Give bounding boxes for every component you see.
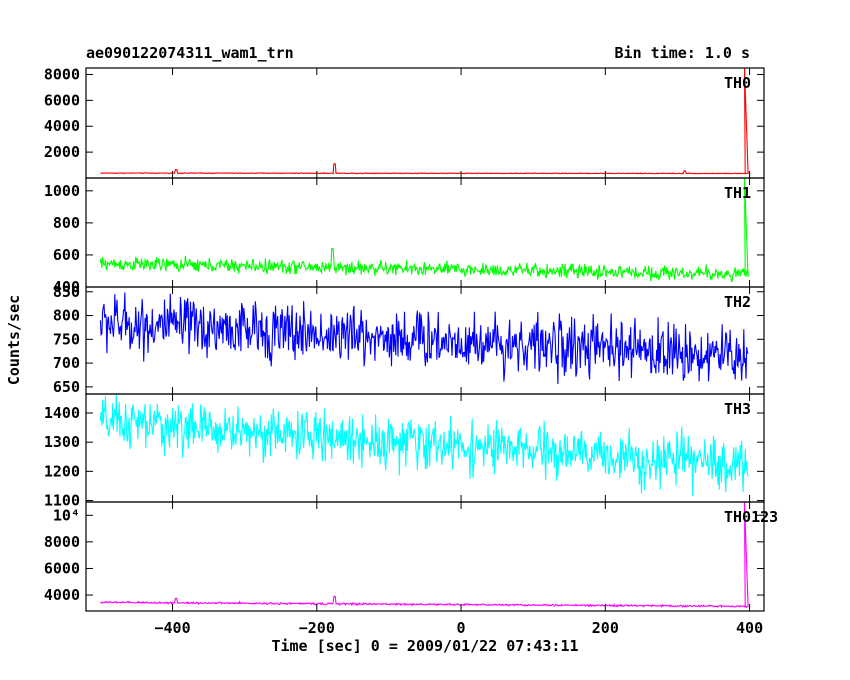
panel-label-th1: TH1 [724,184,751,202]
y-tick-label: 6000 [44,91,80,109]
y-tick-label: 1100 [44,492,80,510]
y-tick-label: 1000 [44,182,80,200]
y-tick-label: 4000 [44,586,80,604]
panel-frame-th0123 [85,501,765,612]
observation-title: ae090122074311_wam1_trn [86,44,294,62]
y-tick-label: 1400 [44,404,80,422]
bin-time-label: Bin time: 1.0 s [614,44,750,62]
series-line-th3 [99,394,749,497]
y-tick-label: 700 [53,354,80,372]
x-tick-label: 400 [736,619,763,637]
y-tick-label: 10⁴ [53,506,80,524]
y-tick-label: 800 [53,214,80,232]
y-tick-label: 2000 [44,143,80,161]
y-tick-label: 750 [53,330,80,348]
y-tick-label: 850 [53,283,80,301]
panel-label-th3: TH3 [724,400,751,418]
panel-label-th0: TH0 [724,74,751,92]
y-tick-label: 8000 [44,65,80,83]
panel-frame-th0 [85,67,765,179]
y-tick-label: 400 [53,278,80,296]
x-tick-label: 200 [592,619,619,637]
series-line-th0123 [100,501,749,609]
y-tick-label: 600 [53,246,80,264]
panel-label-th2: TH2 [724,293,751,311]
y-tick-label: 1300 [44,433,80,451]
x-tick-label: −200 [299,619,335,637]
x-tick-label: −400 [154,619,190,637]
x-axis-title: Time [sec] 0 = 2009/01/22 07:43:11 [271,637,579,655]
x-tick-label: 0 [457,619,466,637]
y-tick-label: 800 [53,307,80,325]
y-tick-label: 8000 [44,533,80,551]
y-tick-label: 650 [53,378,80,396]
series-line-th2 [99,292,749,385]
series-line-th0 [100,67,749,175]
y-tick-label: 6000 [44,559,80,577]
panel-label-th0123: TH0123 [724,508,778,526]
series-line-th1 [99,177,749,283]
y-tick-label: 4000 [44,117,80,135]
y-tick-label: 1200 [44,462,80,480]
y-axis-title: Counts/sec [5,294,23,386]
